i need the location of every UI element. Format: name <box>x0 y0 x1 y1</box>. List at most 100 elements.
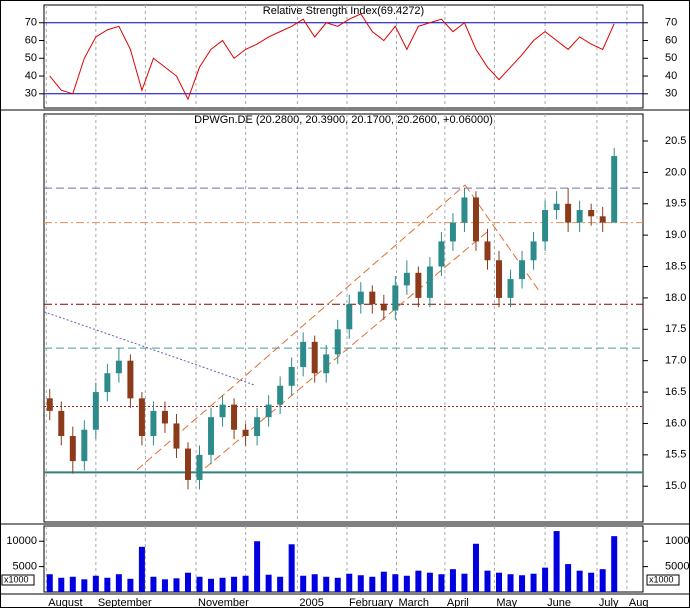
volume-bar <box>138 546 145 592</box>
candle-body <box>449 222 456 242</box>
y-tick-label: 20.0 <box>665 166 686 178</box>
volume-bar <box>449 569 456 592</box>
candle-body <box>461 197 468 223</box>
x-tick-label: September <box>98 597 152 608</box>
y-tick-label: 20.5 <box>665 135 686 147</box>
y-tick-label: 5000 <box>13 561 37 573</box>
y-tick-label: 18.0 <box>665 292 686 304</box>
candle-body <box>254 417 261 437</box>
y-tick-label: 30 <box>665 88 677 100</box>
candle-body <box>58 410 65 437</box>
candle-body <box>565 203 572 223</box>
y-tick-label: 17.5 <box>665 323 686 335</box>
x-tick-label: Aug <box>629 597 649 608</box>
volume-bar <box>403 575 410 592</box>
candle-body <box>231 404 238 430</box>
y-tick-label: 19.5 <box>665 198 686 210</box>
candle-body <box>426 266 433 298</box>
x-tick-label: March <box>398 597 429 608</box>
candle-body <box>288 366 295 386</box>
volume-bar <box>542 567 549 592</box>
volume-bar <box>115 574 122 592</box>
volume-bar <box>208 578 215 592</box>
volume-bar <box>46 574 53 592</box>
volume-bar <box>599 569 606 592</box>
candle-body <box>507 279 514 298</box>
y-tick-label: 70 <box>25 17 37 29</box>
unit-label-box <box>1 574 35 586</box>
volume-bar <box>150 576 157 592</box>
candle-body <box>611 156 618 223</box>
volume-bar <box>472 543 479 592</box>
y-tick-label: 16.5 <box>665 386 686 398</box>
candle-body <box>438 241 445 267</box>
volume-bar <box>161 579 168 592</box>
trend-line <box>136 184 466 471</box>
volume-bar <box>565 564 572 592</box>
y-tick-label: 15.0 <box>665 480 686 492</box>
x-tick-label: February <box>349 597 394 608</box>
candle-body <box>208 417 215 455</box>
y-tick-label: 60 <box>665 34 677 46</box>
candle-body <box>403 272 410 286</box>
volume-bar <box>461 573 468 592</box>
candle-body <box>127 360 134 399</box>
unit-label: x1000 <box>649 574 674 584</box>
candle-body <box>369 291 376 305</box>
y-tick-label: 70 <box>665 17 677 29</box>
volume-bar <box>611 536 618 592</box>
panel-frame <box>43 525 644 593</box>
unit-label: x1000 <box>4 574 29 584</box>
volume-bar <box>507 574 514 592</box>
volume-bar <box>92 575 99 592</box>
y-tick-label: 60 <box>25 34 37 46</box>
y-tick-label: 40 <box>665 70 677 82</box>
trend-line <box>204 229 491 469</box>
candle-body <box>553 203 560 211</box>
volume-bar <box>173 578 180 592</box>
candle-body <box>138 398 145 437</box>
candle-body <box>115 360 122 374</box>
volume-bar <box>346 573 353 592</box>
y-tick-label: 50 <box>25 52 37 64</box>
volume-bar <box>231 576 238 592</box>
x-tick-label: May <box>496 597 517 608</box>
volume-bar <box>576 570 583 592</box>
volume-bar <box>553 531 560 592</box>
volume-bar <box>496 572 503 592</box>
volume-bar <box>104 577 111 592</box>
y-tick-label: 50 <box>665 52 677 64</box>
candle-body <box>81 429 88 462</box>
y-tick-label: 10000 <box>665 535 690 547</box>
candle-body <box>323 354 330 374</box>
candle-body <box>496 260 503 298</box>
y-tick-label: 19.0 <box>665 229 686 241</box>
volume-bar <box>530 573 537 592</box>
candle-body <box>519 260 526 280</box>
volume-bar <box>254 541 261 592</box>
candle-body <box>311 341 318 374</box>
volume-bar <box>219 577 226 592</box>
y-tick-label: 16.0 <box>665 417 686 429</box>
y-tick-label: 40 <box>25 70 37 82</box>
volume-bar <box>415 570 422 592</box>
candle-body <box>196 454 203 480</box>
volume-bar <box>277 576 284 592</box>
candle-body <box>530 241 537 261</box>
candle-body <box>46 398 53 411</box>
candle-body <box>357 291 364 305</box>
volume-bar <box>357 575 364 592</box>
volume-bar <box>323 576 330 592</box>
candle-body <box>415 272 422 298</box>
candle-body <box>184 448 191 480</box>
volume-bar <box>438 574 445 592</box>
x-tick-label: August <box>48 597 82 608</box>
rsi-line <box>49 13 615 101</box>
y-tick-label: 5000 <box>665 561 689 573</box>
y-tick-label: 18.5 <box>665 260 686 272</box>
candle-body <box>265 404 272 418</box>
volume-bar <box>196 576 203 592</box>
candle-body <box>542 210 549 242</box>
candle-body <box>599 216 606 223</box>
